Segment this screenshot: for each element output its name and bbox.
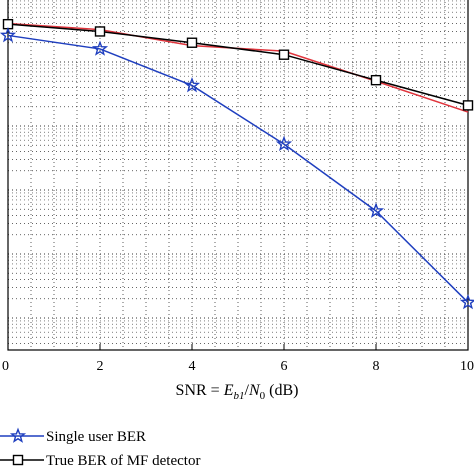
x-tick-label: 10 (460, 359, 474, 374)
series-lines (0, 18, 474, 310)
data-point-star (367, 202, 385, 218)
x-tick-label: 0 (2, 359, 9, 374)
data-point-star (91, 40, 109, 56)
data-point-square (462, 100, 474, 111)
series-line (7, 34, 469, 303)
grid (7, 0, 469, 350)
x-tick-labels: 0 2 4 6 8 10 (2, 359, 474, 374)
series-line (7, 23, 469, 107)
x-tick-label: 2 (97, 359, 104, 374)
data-point-star (9, 427, 27, 443)
data-point-square (94, 26, 106, 37)
data-point-star (0, 26, 17, 43)
legend-label: Single user BER (46, 429, 146, 445)
data-point-star (183, 76, 201, 93)
data-point-star (275, 135, 293, 152)
plot-frame (7, 0, 469, 351)
x-tick-label: 8 (373, 359, 380, 374)
data-point-star (459, 293, 474, 310)
data-point-square (278, 49, 290, 60)
x-axis-label: SNR = Eb1/N0 (dB) (176, 382, 299, 402)
x-tick-label: 4 (189, 359, 196, 374)
legend-label: True BER of MF detector (46, 453, 200, 469)
data-point-square (12, 454, 24, 466)
x-tick-label: 6 (281, 359, 288, 374)
legend: Single user BER True BER of MF detector (0, 427, 200, 469)
data-point-square (370, 74, 382, 86)
axis-ticks (7, 344, 469, 350)
data-point-square (186, 37, 198, 48)
